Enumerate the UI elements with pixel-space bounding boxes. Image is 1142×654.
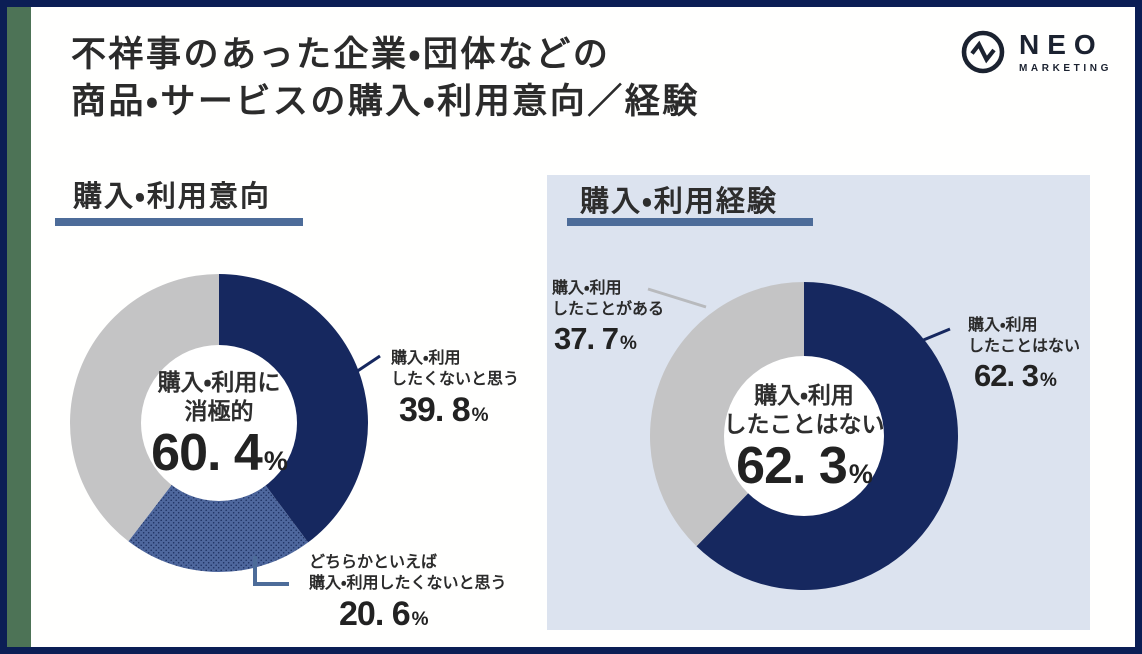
green-accent-bar <box>7 7 31 647</box>
page-title: 不祥事のあった企業・団体などの 商品・サービスの購入・利用意向／経験 <box>71 31 700 125</box>
callout-value: 39. 8 % <box>399 391 489 429</box>
chart-title-intent-underline <box>55 218 303 226</box>
center-value-intent: 60. 4 % <box>151 423 288 482</box>
logo-name: NEO <box>1019 28 1104 60</box>
donut-hole <box>141 345 297 501</box>
callout-value: 20. 6 % <box>339 595 429 633</box>
callout-no-experience: 購入・利用 したことはない 62. 3 % <box>968 317 1081 393</box>
percent-sign: % <box>848 458 873 489</box>
percent-sign: % <box>411 609 429 630</box>
donut-segment <box>650 282 804 547</box>
center-value-experience: 62. 3 % <box>736 436 873 495</box>
chart-title-experience: 購入・利用経験 <box>580 186 778 218</box>
callout-somewhat-not-want: どちらかといえば 購入・利用したくないと思う 20. 6 % <box>309 554 507 633</box>
center-label-experience-line1: 購入・利用 <box>754 381 854 408</box>
neo-marketing-logo: NEO MARKETING <box>958 27 1112 77</box>
percent-sign: % <box>619 333 637 354</box>
center-label-experience: 購入・利用 したことはない 62. 3 % <box>650 282 958 590</box>
callout-value: 62. 3 % <box>974 358 1057 393</box>
center-label-intent: 購入・利用に 消極的 60. 4 % <box>70 274 368 572</box>
logo-subname: MARKETING <box>1019 62 1112 74</box>
center-label-intent-line2: 消極的 <box>184 397 254 424</box>
chart-title-experience-underline <box>567 218 813 226</box>
donut-hole <box>724 356 884 516</box>
percent-sign: % <box>471 405 489 426</box>
chart-title-intent: 購入・利用意向 <box>73 181 271 213</box>
center-label-experience-line2: したことはない <box>723 410 885 437</box>
content-canvas: 不祥事のあった企業・団体などの 商品・サービスの購入・利用意向／経験 NEO M… <box>7 7 1135 647</box>
donut-svg <box>70 274 368 572</box>
callout-has-experience: 購入・利用 したことがある 37. 7 % <box>552 280 665 356</box>
percent-sign: % <box>263 445 288 476</box>
donut-chart-experience: 購入・利用 したことはない 62. 3 % <box>650 282 958 590</box>
callout-value: 37. 7 % <box>554 321 637 356</box>
donut-chart-intent: 購入・利用に 消極的 60. 4 % <box>70 274 368 572</box>
logo-pulse-icon <box>961 30 1005 74</box>
center-label-intent-line1: 購入・利用に <box>157 368 281 395</box>
page-title-line1: 不祥事のあった企業・団体などの <box>71 35 611 74</box>
donut-svg <box>650 282 958 590</box>
page-title-line2: 商品・サービスの購入・利用意向／経験 <box>71 82 700 121</box>
callout-not-want-to-buy: 購入・利用 したくないと思う 39. 8 % <box>391 350 520 429</box>
percent-sign: % <box>1039 370 1057 391</box>
logo-wordmark: NEO MARKETING <box>1019 28 1112 74</box>
